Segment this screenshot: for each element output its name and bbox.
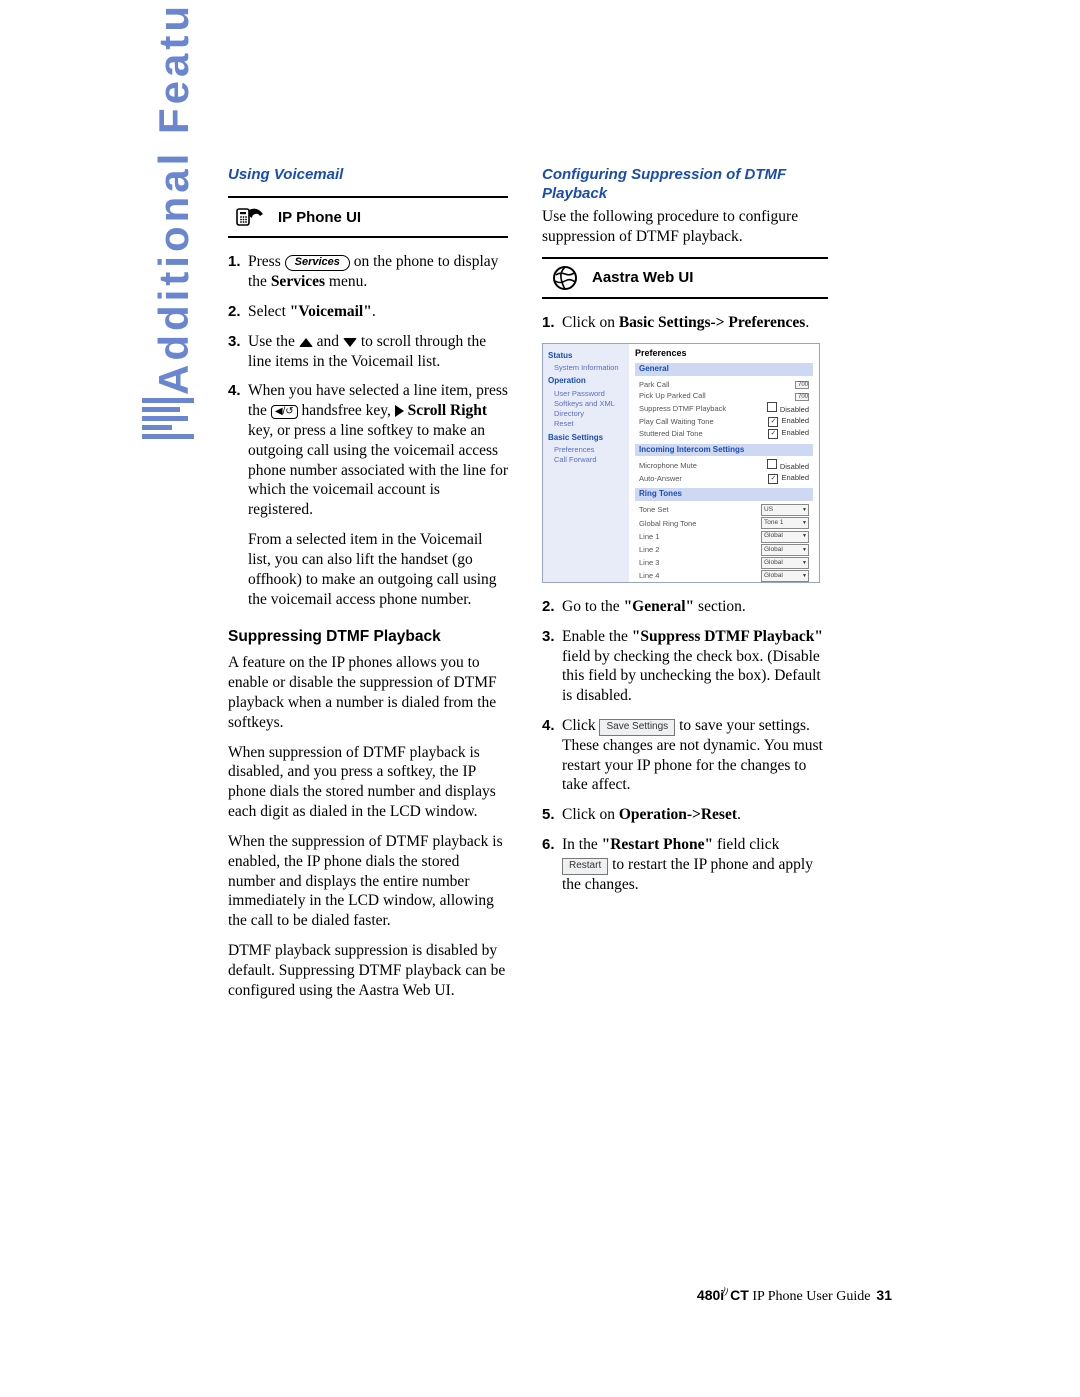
step-2: Go to the "General" section. [542,597,828,617]
t: In the [562,836,602,853]
page-footer: 480i⟯⟯CT IP Phone User Guide31 [697,1286,892,1305]
handsfree-key-icon: ◀/↺ [271,405,298,419]
step-4: Click Save Settings to save your setting… [542,716,828,795]
ss-sect-head: Ring Tones [635,488,813,500]
box-aastra-web-ui: Aastra Web UI [542,257,828,299]
subhead-using-voicemail: Using Voicemail [228,165,508,184]
globe-icon [548,265,582,291]
ss-row: Line 2Global [635,543,813,556]
footer-model: CT [730,1287,749,1303]
ss-item: Preferences [548,445,624,455]
step-5: Click on Operation->Reset. [542,805,828,825]
t: "Restart Phone" [602,836,713,853]
dtmf-steps-cont: Go to the "General" section. Enable the … [542,597,828,895]
ss-item: Call Forward [548,455,624,465]
ss-item: Softkeys and XML [548,399,624,409]
step-4: When you have selected a line item, pres… [228,381,508,520]
step-1: Click on Basic Settings-> Preferences. [542,313,828,333]
ss-row: Pick Up Parked Call700 [635,390,813,402]
t: Go to the [562,598,624,615]
dtmf-steps: Click on Basic Settings-> Preferences. [542,313,828,333]
services-key-icon: Services [285,255,350,271]
t: Click on [562,806,619,823]
ss-group: Operation [548,376,624,386]
ss-row: Park Call700 [635,379,813,391]
voicemail-steps: Press Services on the phone to display t… [228,252,508,520]
ss-sect-head: General [635,363,813,375]
ss-row: Microphone MuteDisabled [635,459,813,473]
para: DTMF playback suppression is disabled by… [228,941,508,1000]
ss-group: Basic Settings [548,433,624,443]
para: When the suppression of DTMF playback is… [228,832,508,931]
save-settings-button-img: Save Settings [599,719,675,736]
para: When suppression of DTMF playback is dis… [228,743,508,822]
ss-sidebar: Status System Information Operation User… [543,344,629,582]
t: Click on [562,314,619,331]
t: handsfree key, [298,402,395,419]
ss-title: Preferences [635,348,813,360]
web-ui-screenshot: Status System Information Operation User… [542,343,820,583]
ss-item: Directory [548,409,624,419]
ss-row: Global Ring ToneTone 1 [635,517,813,530]
right-arrow-icon [395,405,404,417]
phone-pad-icon [234,204,268,230]
ss-row: Play Call Waiting Tone✓Enabled [635,416,813,428]
ss-row: Line 3Global [635,556,813,569]
t: "Voicemail" [290,303,372,320]
t: Enable the [562,628,632,645]
ss-row: Tone SetUS [635,504,813,517]
step-4-continuation: From a selected item in the Voicemail li… [228,530,508,609]
t: Basic Settings-> Preferences [619,314,805,331]
t: Select [248,303,290,320]
ss-row: Line 4Global [635,569,813,582]
t: field click [713,836,779,853]
up-arrow-icon [299,338,313,347]
t: key, or press a line softkey to make an … [248,422,508,518]
ss-item: System Information [548,363,624,373]
step-3: Use the and to scroll through the line i… [228,332,508,372]
ss-row: Auto-Answer✓Enabled [635,472,813,484]
t: menu. [325,273,367,290]
t: field by checking the check box. (Disabl… [562,648,821,705]
t: Services [271,273,325,290]
t: and [313,333,343,350]
t: Use the [248,333,299,350]
subhead-suppressing-dtmf: Suppressing DTMF Playback [228,627,508,647]
para: A feature on the IP phones allows you to… [228,653,508,732]
t: section. [694,598,746,615]
t: Operation->Reset [619,806,737,823]
intro-text: Use the following procedure to configure… [542,207,828,247]
ss-sect-head: Incoming Intercom Settings [635,444,813,456]
step-6: In the "Restart Phone" field click Resta… [542,835,828,894]
box-ip-phone-ui: IP Phone UI [228,196,508,238]
step-2: Select "Voicemail". [228,302,508,322]
ss-item: Reset [548,419,624,429]
ss-group: Status [548,351,624,361]
step-3: Enable the "Suppress DTMF Playback" fiel… [542,627,828,706]
ss-item: User Password [548,389,624,399]
box-aastra-web-ui-label: Aastra Web UI [592,268,693,287]
restart-button-img: Restart [562,858,608,875]
t: . [372,303,376,320]
ss-row: Line 1Global [635,530,813,543]
footer-guide: IP Phone User Guide [749,1289,871,1304]
subhead-config-dtmf: Configuring Suppression of DTMF Playback [542,165,828,203]
down-arrow-icon [343,338,357,347]
t: "General" [624,598,695,615]
t: Press [248,253,285,270]
t: . [805,314,809,331]
t: . [737,806,741,823]
ss-main: Preferences General Park Call700Pick Up … [629,344,819,582]
t: Scroll Right [408,402,487,419]
ss-row: Stuttered Dial Tone✓Enabled [635,428,813,440]
t: "Suppress DTMF Playback" [632,628,823,645]
step-1: Press Services on the phone to display t… [228,252,508,292]
ss-row: Suppress DTMF PlaybackDisabled [635,402,813,416]
t: Click [562,717,599,734]
footer-page-number: 31 [876,1287,892,1303]
box-ip-phone-ui-label: IP Phone UI [278,208,361,227]
